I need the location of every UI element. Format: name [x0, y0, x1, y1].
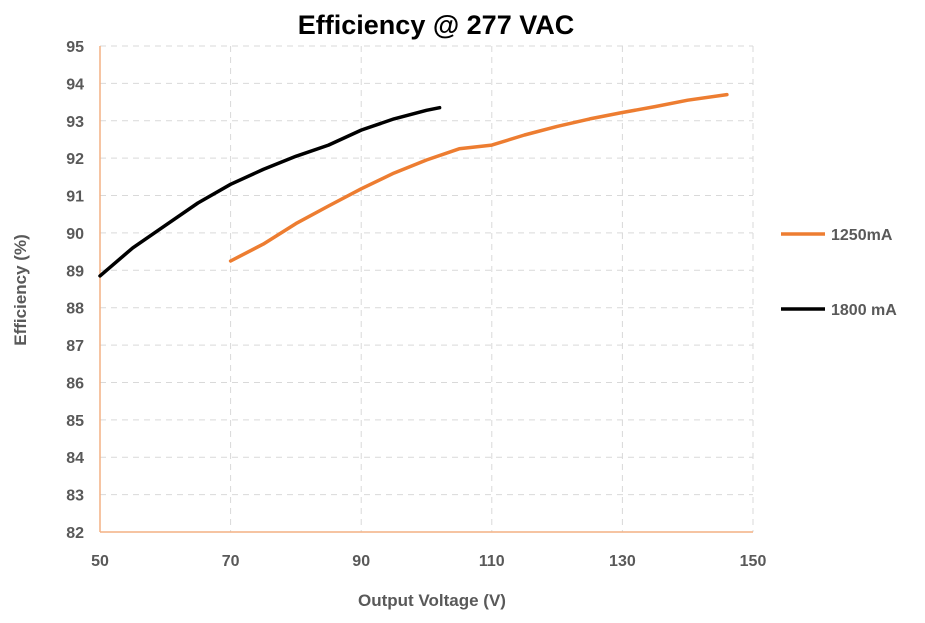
chart-title: Efficiency @ 277 VAC	[298, 10, 574, 40]
series-lines	[98, 92, 729, 278]
x-tick-label: 70	[222, 553, 240, 570]
y-tick-label: 95	[66, 39, 84, 56]
series-line-0	[228, 92, 729, 263]
x-tick-label: 150	[740, 553, 767, 570]
y-tick-label: 93	[66, 114, 84, 131]
legend-label: 1250mA	[831, 227, 893, 244]
y-tick-label: 92	[66, 151, 84, 168]
y-tick-label: 87	[66, 338, 84, 355]
x-axis-label: Output Voltage (V)	[358, 591, 506, 610]
y-tick-label: 94	[66, 76, 84, 93]
tick-labels: 82 83 84 85 86 87 88 89 90 91 92 93 94 95 50 70 90 110 130…	[66, 39, 766, 570]
grid	[99, 45, 754, 533]
x-tick-label: 130	[609, 553, 636, 570]
x-tick-label: 50	[91, 553, 109, 570]
y-tick-label: 84	[66, 450, 84, 467]
y-tick-label: 85	[66, 413, 84, 430]
y-tick-label: 86	[66, 375, 84, 392]
y-tick-label: 88	[66, 301, 84, 318]
y-tick-label: 83	[66, 488, 84, 505]
series-line-1	[98, 105, 442, 278]
y-axis-label: Efficiency (%)	[11, 234, 30, 345]
y-tick-label: 82	[66, 525, 84, 542]
y-tick-label: 89	[66, 263, 84, 280]
x-tick-label: 90	[352, 553, 370, 570]
legend-label: 1800 mA	[831, 302, 897, 319]
x-tick-label: 110	[479, 553, 505, 570]
y-tick-label: 90	[66, 226, 84, 243]
legend: 1250mA 1800 mA	[781, 227, 897, 319]
y-tick-label: 91	[66, 189, 84, 206]
